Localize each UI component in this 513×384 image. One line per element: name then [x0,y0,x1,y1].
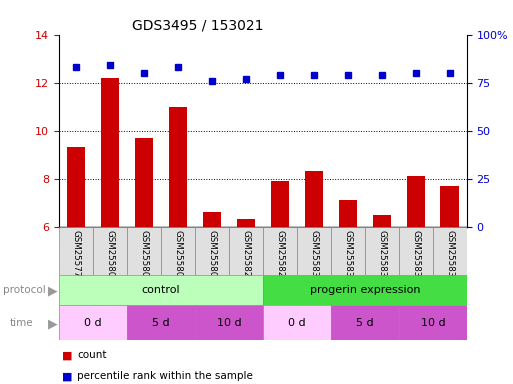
Bar [59,275,263,305]
Bar [263,305,331,340]
Text: GSM255829: GSM255829 [275,230,284,283]
Bar [372,215,391,227]
Bar [203,212,221,227]
Bar [59,305,127,340]
Text: 0 d: 0 d [288,318,306,328]
Bar [263,227,297,275]
Bar [195,305,263,340]
Bar [399,227,433,275]
Bar [127,305,195,340]
Bar [67,147,85,227]
Bar [127,227,161,275]
Text: ■: ■ [62,371,72,381]
Text: 5 d: 5 d [152,318,170,328]
Bar [441,186,459,227]
Text: percentile rank within the sample: percentile rank within the sample [77,371,253,381]
Bar [399,305,467,340]
Bar [195,227,229,275]
Text: GSM255833: GSM255833 [411,230,420,283]
Text: GSM255806: GSM255806 [106,230,114,283]
Bar [339,200,357,227]
Text: GSM255774: GSM255774 [71,230,81,283]
Text: protocol: protocol [3,285,45,295]
Bar [161,227,195,275]
Bar [305,171,323,227]
Bar [270,181,289,227]
Bar [134,138,153,227]
Text: GSM255834: GSM255834 [445,230,455,283]
Bar [331,305,399,340]
Text: GSM255809: GSM255809 [207,230,216,283]
Text: 5 d: 5 d [356,318,373,328]
Text: GSM255831: GSM255831 [343,230,352,283]
Text: GSM255832: GSM255832 [378,230,386,283]
Bar [93,227,127,275]
Bar [59,227,93,275]
Bar [101,78,120,227]
Bar [236,219,255,227]
Text: 0 d: 0 d [84,318,102,328]
Text: count: count [77,350,107,360]
Bar [169,107,187,227]
Text: GSM255807: GSM255807 [140,230,148,283]
Bar [263,275,467,305]
Text: GSM255808: GSM255808 [173,230,183,283]
Text: GDS3495 / 153021: GDS3495 / 153021 [132,18,264,32]
Text: 10 d: 10 d [216,318,241,328]
Text: ▶: ▶ [48,318,57,331]
Text: 10 d: 10 d [421,318,445,328]
Bar [331,227,365,275]
Bar [406,176,425,227]
Bar [297,227,331,275]
Bar [365,227,399,275]
Text: control: control [142,285,180,295]
Text: time: time [9,318,33,328]
Bar [433,227,467,275]
Text: GSM255830: GSM255830 [309,230,319,283]
Text: ■: ■ [62,350,72,360]
Text: progerin expression: progerin expression [310,285,420,295]
Text: ▶: ▶ [48,284,57,297]
Bar [229,227,263,275]
Text: GSM255828: GSM255828 [242,230,250,283]
